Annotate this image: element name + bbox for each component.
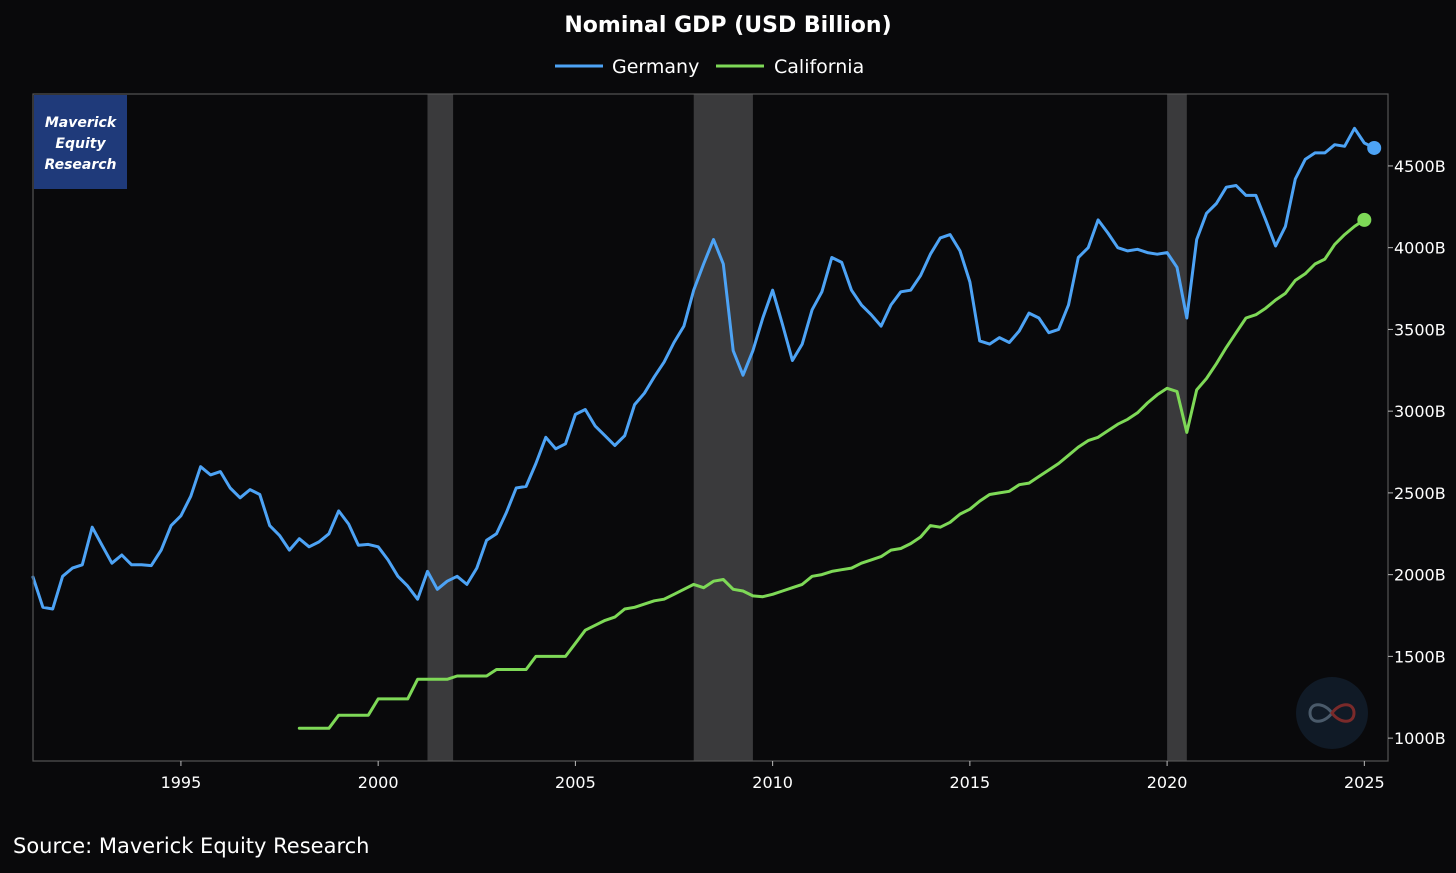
recession-band-2 [1167,94,1187,761]
y-tick-label-4000: 4000B [1394,239,1446,258]
x-tick-label-2005: 2005 [555,773,596,792]
y-axis: 1000B 1500B 2000B 2500B 3000B 3500B 4000B 4500B [1388,157,1446,748]
y-tick-label-3500: 3500B [1394,320,1446,339]
x-tick-label-1995: 1995 [161,773,202,792]
brand-badge-line3: Research [44,157,116,173]
y-tick-label-4500: 4500B [1394,157,1446,176]
y-tick-label-2000: 2000B [1394,566,1446,585]
y-tick-label-2500: 2500B [1394,484,1446,503]
brand-badge: Maverick Equity Research [34,95,127,189]
series-line-california[interactable] [297,218,1366,730]
legend-label-germany[interactable]: Germany [612,56,699,78]
x-axis: 1995 2000 2005 2010 2015 2020 2025 [161,761,1385,792]
x-tick-label-2000: 2000 [358,773,399,792]
recession-band-0 [427,94,454,761]
source-note: Source: Maverick Equity Research [13,834,369,858]
x-tick-label-2020: 2020 [1147,773,1188,792]
x-tick-label-2025: 2025 [1344,773,1385,792]
plot-frame [32,93,1389,762]
series-layer [31,126,1382,730]
legend: Germany California [555,56,864,78]
brand-badge-line1: Maverick [45,115,118,131]
recession-band-1 [693,94,753,761]
infinity-logo-icon [1296,677,1368,749]
brand-badge-line2: Equity [55,136,106,152]
x-tick-label-2010: 2010 [752,773,793,792]
series-line-germany[interactable] [31,126,1376,611]
series-endpoint-california[interactable] [1357,212,1372,227]
legend-label-california[interactable]: California [774,56,864,78]
chart-title: Nominal GDP (USD Billion) [564,13,891,38]
y-tick-label-1500: 1500B [1394,647,1446,666]
y-tick-label-3000: 3000B [1394,402,1446,421]
series-endpoint-germany[interactable] [1367,140,1382,155]
x-tick-label-2015: 2015 [950,773,991,792]
y-tick-label-1000: 1000B [1394,729,1446,748]
brand-badge-box [34,95,127,189]
